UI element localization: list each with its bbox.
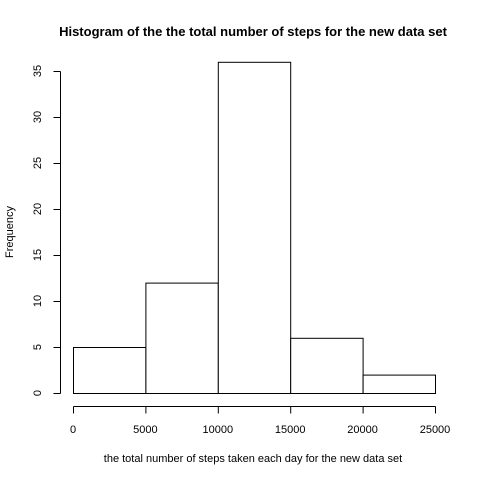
x-tick-label: 20000 xyxy=(347,424,378,436)
y-tick-label: 5 xyxy=(32,344,44,350)
y-tick-label: 30 xyxy=(32,111,44,123)
x-tick-label: 0 xyxy=(70,424,76,436)
x-tick-label: 15000 xyxy=(275,424,306,436)
y-tick-label: 0 xyxy=(32,390,44,396)
x-tick-label: 25000 xyxy=(420,424,451,436)
histogram-bar-4 xyxy=(362,374,437,395)
y-tick-label: 25 xyxy=(32,157,44,169)
y-tick-label: 20 xyxy=(32,203,44,215)
y-tick-label: 35 xyxy=(32,65,44,77)
histogram-bar-3 xyxy=(290,337,364,394)
y-axis-label: Frequency xyxy=(4,206,16,258)
x-axis-label: the total number of steps taken each day… xyxy=(104,453,402,465)
chart-title: Histogram of the the total number of ste… xyxy=(59,24,448,39)
x-axis: 0 5000 10000 15000 20000 25000 xyxy=(70,406,451,436)
histogram-bar-2 xyxy=(217,61,292,395)
x-tick-label: 10000 xyxy=(203,424,234,436)
x-tick-label: 5000 xyxy=(133,424,157,436)
y-axis: 0 5 10 15 20 25 30 35 xyxy=(32,65,61,396)
histogram-bar-0 xyxy=(73,347,147,394)
histogram-bar-1 xyxy=(145,282,219,395)
bars-group xyxy=(73,61,437,395)
y-tick-label: 15 xyxy=(32,249,44,261)
y-tick-label: 10 xyxy=(32,295,44,307)
